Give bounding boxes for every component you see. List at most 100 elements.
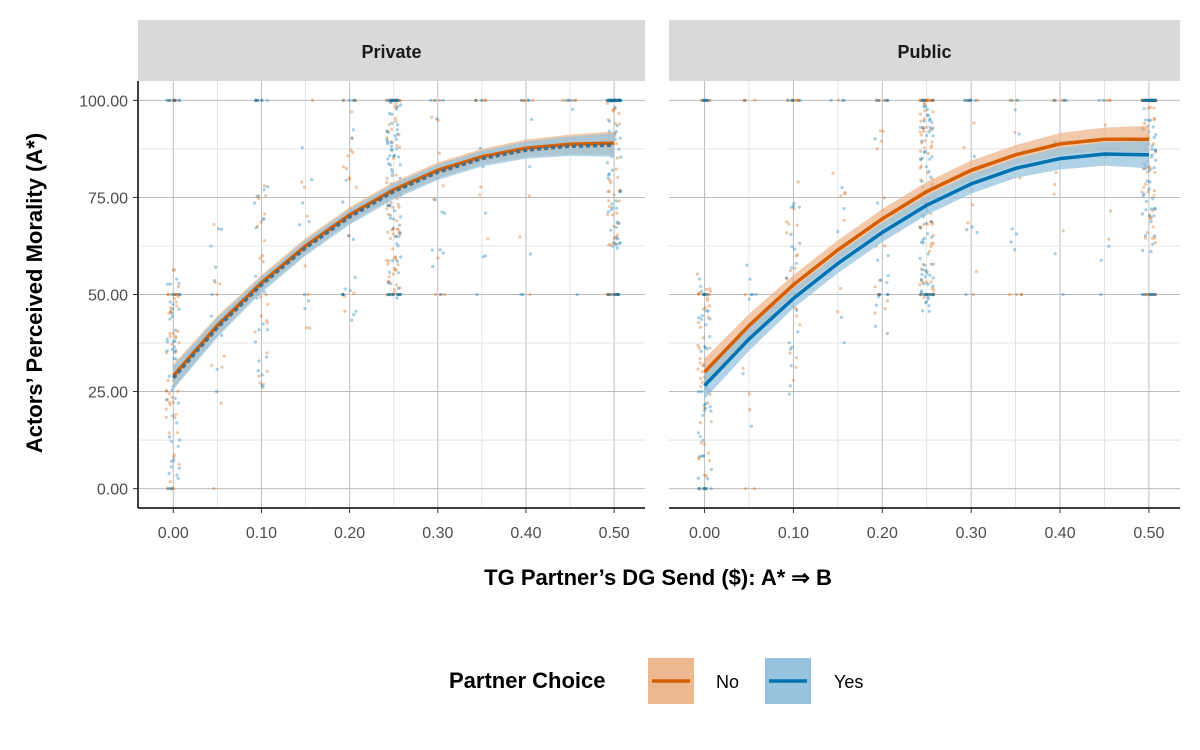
data-point (617, 111, 621, 116)
data-point (395, 98, 399, 102)
data-point (919, 149, 923, 153)
data-point (354, 185, 358, 189)
data-point (612, 224, 616, 228)
data-point (611, 98, 615, 102)
data-point (343, 309, 347, 313)
data-point (839, 315, 844, 319)
data-point (919, 278, 923, 282)
data-point (302, 292, 306, 297)
data-point (606, 292, 610, 297)
data-point (347, 234, 351, 238)
data-point (929, 219, 933, 224)
data-point (396, 104, 400, 109)
data-point (788, 269, 792, 273)
data-point (254, 226, 258, 230)
data-point (1153, 292, 1158, 297)
data-point (1149, 249, 1153, 254)
data-point (1017, 132, 1021, 136)
data-point (387, 279, 391, 283)
data-point (352, 313, 356, 317)
data-point (388, 203, 392, 207)
data-point (613, 107, 618, 111)
data-point (1014, 98, 1019, 102)
x-tick-label: 0.50 (1133, 525, 1164, 542)
data-point (260, 383, 264, 387)
data-point (930, 144, 934, 148)
data-point (350, 110, 354, 114)
data-point (928, 117, 932, 121)
data-point (264, 194, 268, 198)
data-point (877, 98, 881, 102)
data-point (919, 133, 924, 137)
data-point (389, 98, 393, 102)
data-point (874, 98, 878, 102)
data-point (266, 185, 270, 189)
data-point (169, 310, 173, 314)
data-point (928, 273, 932, 277)
data-point (918, 112, 922, 116)
data-point (168, 300, 172, 304)
data-point (1013, 248, 1017, 252)
data-point (741, 372, 745, 376)
data-point (389, 282, 393, 286)
data-point (699, 98, 704, 102)
data-point (1151, 98, 1155, 102)
data-point (391, 226, 395, 230)
data-point (796, 98, 801, 102)
data-point (787, 222, 791, 226)
data-point (398, 231, 402, 235)
data-point (618, 122, 622, 126)
data-point (176, 285, 181, 289)
data-point (522, 98, 526, 102)
data-point (430, 248, 434, 252)
data-point (1152, 136, 1156, 140)
data-point (613, 242, 618, 246)
data-point (385, 129, 389, 133)
data-point (789, 232, 793, 236)
data-point (393, 98, 397, 102)
data-point (840, 186, 844, 190)
data-point (353, 98, 357, 102)
data-point (479, 185, 483, 189)
data-point (390, 98, 394, 102)
data-point (613, 98, 618, 102)
data-point (609, 98, 613, 102)
legend-item-yes: Yes (765, 658, 863, 704)
data-point (386, 293, 391, 297)
data-point (397, 155, 401, 159)
data-point (394, 98, 398, 102)
data-point (795, 98, 800, 102)
data-point (607, 172, 611, 176)
data-point (886, 274, 890, 278)
data-point (612, 98, 617, 102)
data-point (175, 277, 179, 281)
data-point (610, 244, 614, 248)
data-point (388, 100, 393, 104)
data-point (920, 139, 924, 143)
data-point (610, 98, 614, 102)
data-point (343, 294, 347, 298)
data-point (209, 314, 214, 318)
data-point (1143, 292, 1147, 297)
data-point (843, 191, 847, 195)
data-point (391, 98, 396, 102)
panel-public: Public (669, 20, 1180, 508)
data-point (395, 147, 399, 151)
data-point (265, 98, 269, 102)
data-point (305, 214, 309, 218)
data-point (964, 98, 968, 102)
data-point (394, 98, 398, 102)
data-point (388, 213, 392, 217)
data-point (522, 99, 526, 103)
data-point (617, 98, 621, 102)
data-point (607, 98, 611, 102)
data-point (928, 249, 932, 253)
data-point (922, 101, 927, 105)
data-point (1145, 179, 1149, 183)
data-point (1152, 98, 1156, 102)
data-point (256, 98, 260, 102)
data-point (254, 98, 258, 102)
data-point (169, 309, 173, 313)
data-point (174, 348, 178, 352)
